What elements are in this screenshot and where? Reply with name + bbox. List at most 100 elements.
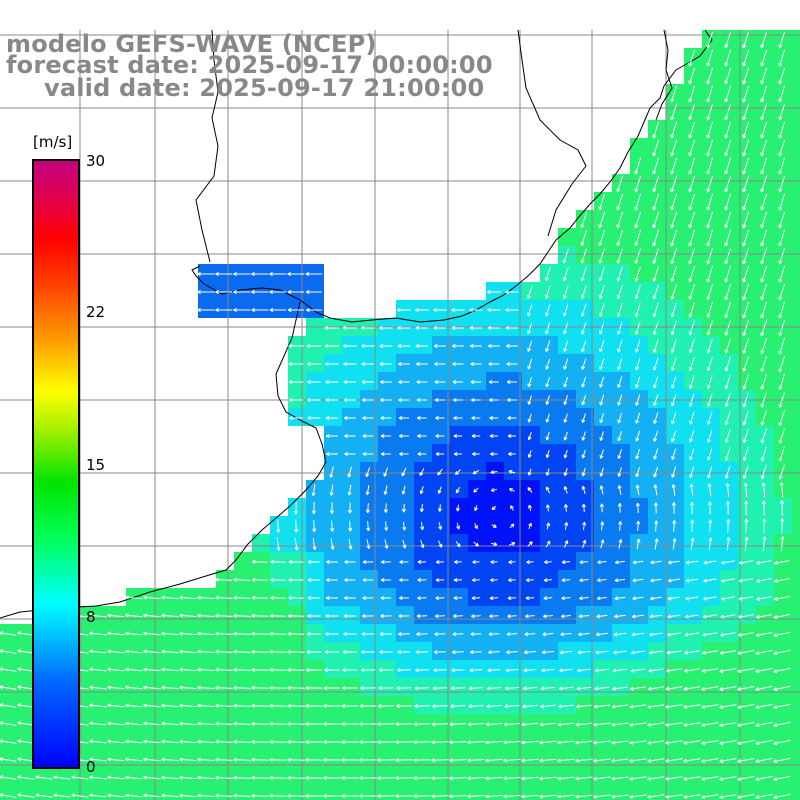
wind-arrow [508, 559, 516, 565]
wind-arrow [630, 668, 646, 673]
speed-cell [306, 516, 324, 534]
wind-arrow [359, 758, 377, 763]
wind-arrow [760, 247, 768, 265]
wind-arrow [341, 775, 359, 781]
wind-arrow [760, 464, 767, 480]
wind-arrow [737, 758, 755, 763]
speed-cell [630, 228, 648, 246]
speed-cell [540, 606, 558, 624]
speed-cell [270, 750, 288, 768]
wind-arrow [647, 704, 665, 709]
speed-cell [162, 606, 180, 624]
speed-cell [756, 660, 774, 678]
speed-cell [558, 372, 576, 390]
wind-arrow [343, 613, 356, 619]
speed-cell [414, 750, 432, 768]
speed-cell [720, 426, 738, 444]
wind-arrow [706, 356, 713, 372]
wind-arrow [690, 519, 695, 533]
speed-cell [738, 552, 756, 570]
speed-cell [576, 480, 594, 498]
speed-cell [252, 642, 270, 660]
wind-arrow [143, 613, 161, 618]
wind-arrow [395, 758, 413, 763]
wind-arrow [233, 775, 251, 780]
speed-cell [234, 552, 252, 570]
wind-arrow [599, 376, 605, 388]
wind-arrow [760, 265, 768, 283]
wind-arrow [593, 758, 611, 763]
speed-cell [216, 732, 234, 750]
speed-cell [792, 390, 800, 408]
speed-cell [720, 444, 738, 462]
speed-cell [504, 426, 522, 444]
wind-arrow [251, 271, 269, 277]
wind-arrow [233, 721, 251, 726]
speed-cell [198, 624, 216, 642]
wind-arrow [469, 325, 483, 331]
wind-arrow [0, 703, 17, 708]
speed-cell [720, 552, 738, 570]
wind-arrow [433, 307, 447, 313]
wind-arrow [683, 668, 700, 673]
speed-cell [666, 246, 684, 264]
wind-arrow [305, 793, 323, 798]
speed-cell [774, 426, 792, 444]
wind-arrow [504, 704, 520, 709]
speed-cell [414, 516, 432, 534]
speed-cell [720, 660, 738, 678]
wind-arrow [616, 284, 623, 300]
wind-arrow [670, 320, 677, 336]
wind-arrow [522, 704, 538, 709]
wind-arrow [756, 578, 772, 583]
wind-arrow [432, 704, 448, 709]
wind-arrow [233, 703, 251, 708]
wind-arrow [635, 412, 641, 424]
wind-arrow [399, 559, 409, 565]
wind-arrow [251, 775, 269, 780]
speed-cell [792, 84, 800, 102]
speed-cell [414, 624, 432, 642]
speed-cell [738, 372, 756, 390]
wind-arrow [468, 704, 484, 709]
speed-cell [720, 732, 738, 750]
speed-cell [306, 660, 324, 678]
speed-cell [162, 660, 180, 678]
speed-cell [468, 570, 486, 588]
wind-arrow [688, 229, 696, 247]
wind-arrow [179, 703, 197, 708]
wind-arrow [433, 650, 446, 655]
wind-arrow [629, 794, 647, 799]
wind-arrow [665, 794, 683, 799]
speed-cell [342, 462, 360, 480]
speed-cell [360, 552, 378, 570]
wind-arrow [344, 595, 356, 601]
speed-cell [720, 228, 738, 246]
speed-cell [648, 588, 666, 606]
speed-cell [90, 624, 108, 642]
speed-cell [342, 750, 360, 768]
wind-arrow [616, 248, 623, 264]
speed-cell [594, 192, 612, 210]
speed-cell [306, 408, 324, 426]
speed-cell [648, 462, 666, 480]
wind-arrow [287, 793, 305, 798]
speed-cell [540, 624, 558, 642]
wind-arrow [288, 397, 303, 403]
wind-arrow [647, 758, 665, 763]
wind-arrow [17, 739, 35, 744]
wind-arrow [89, 613, 107, 618]
wind-arrow [107, 613, 125, 618]
wind-arrow [652, 339, 659, 353]
speed-cell [702, 48, 720, 66]
wind-arrow [431, 740, 449, 745]
wind-arrow [413, 722, 431, 727]
speed-cell [360, 462, 378, 480]
wind-arrow [760, 157, 768, 175]
speed-cell [756, 300, 774, 318]
speed-cell [414, 606, 432, 624]
wind-arrow [779, 500, 784, 516]
wind-arrow [414, 686, 430, 691]
wind-arrow [706, 67, 714, 85]
speed-cell [612, 606, 630, 624]
